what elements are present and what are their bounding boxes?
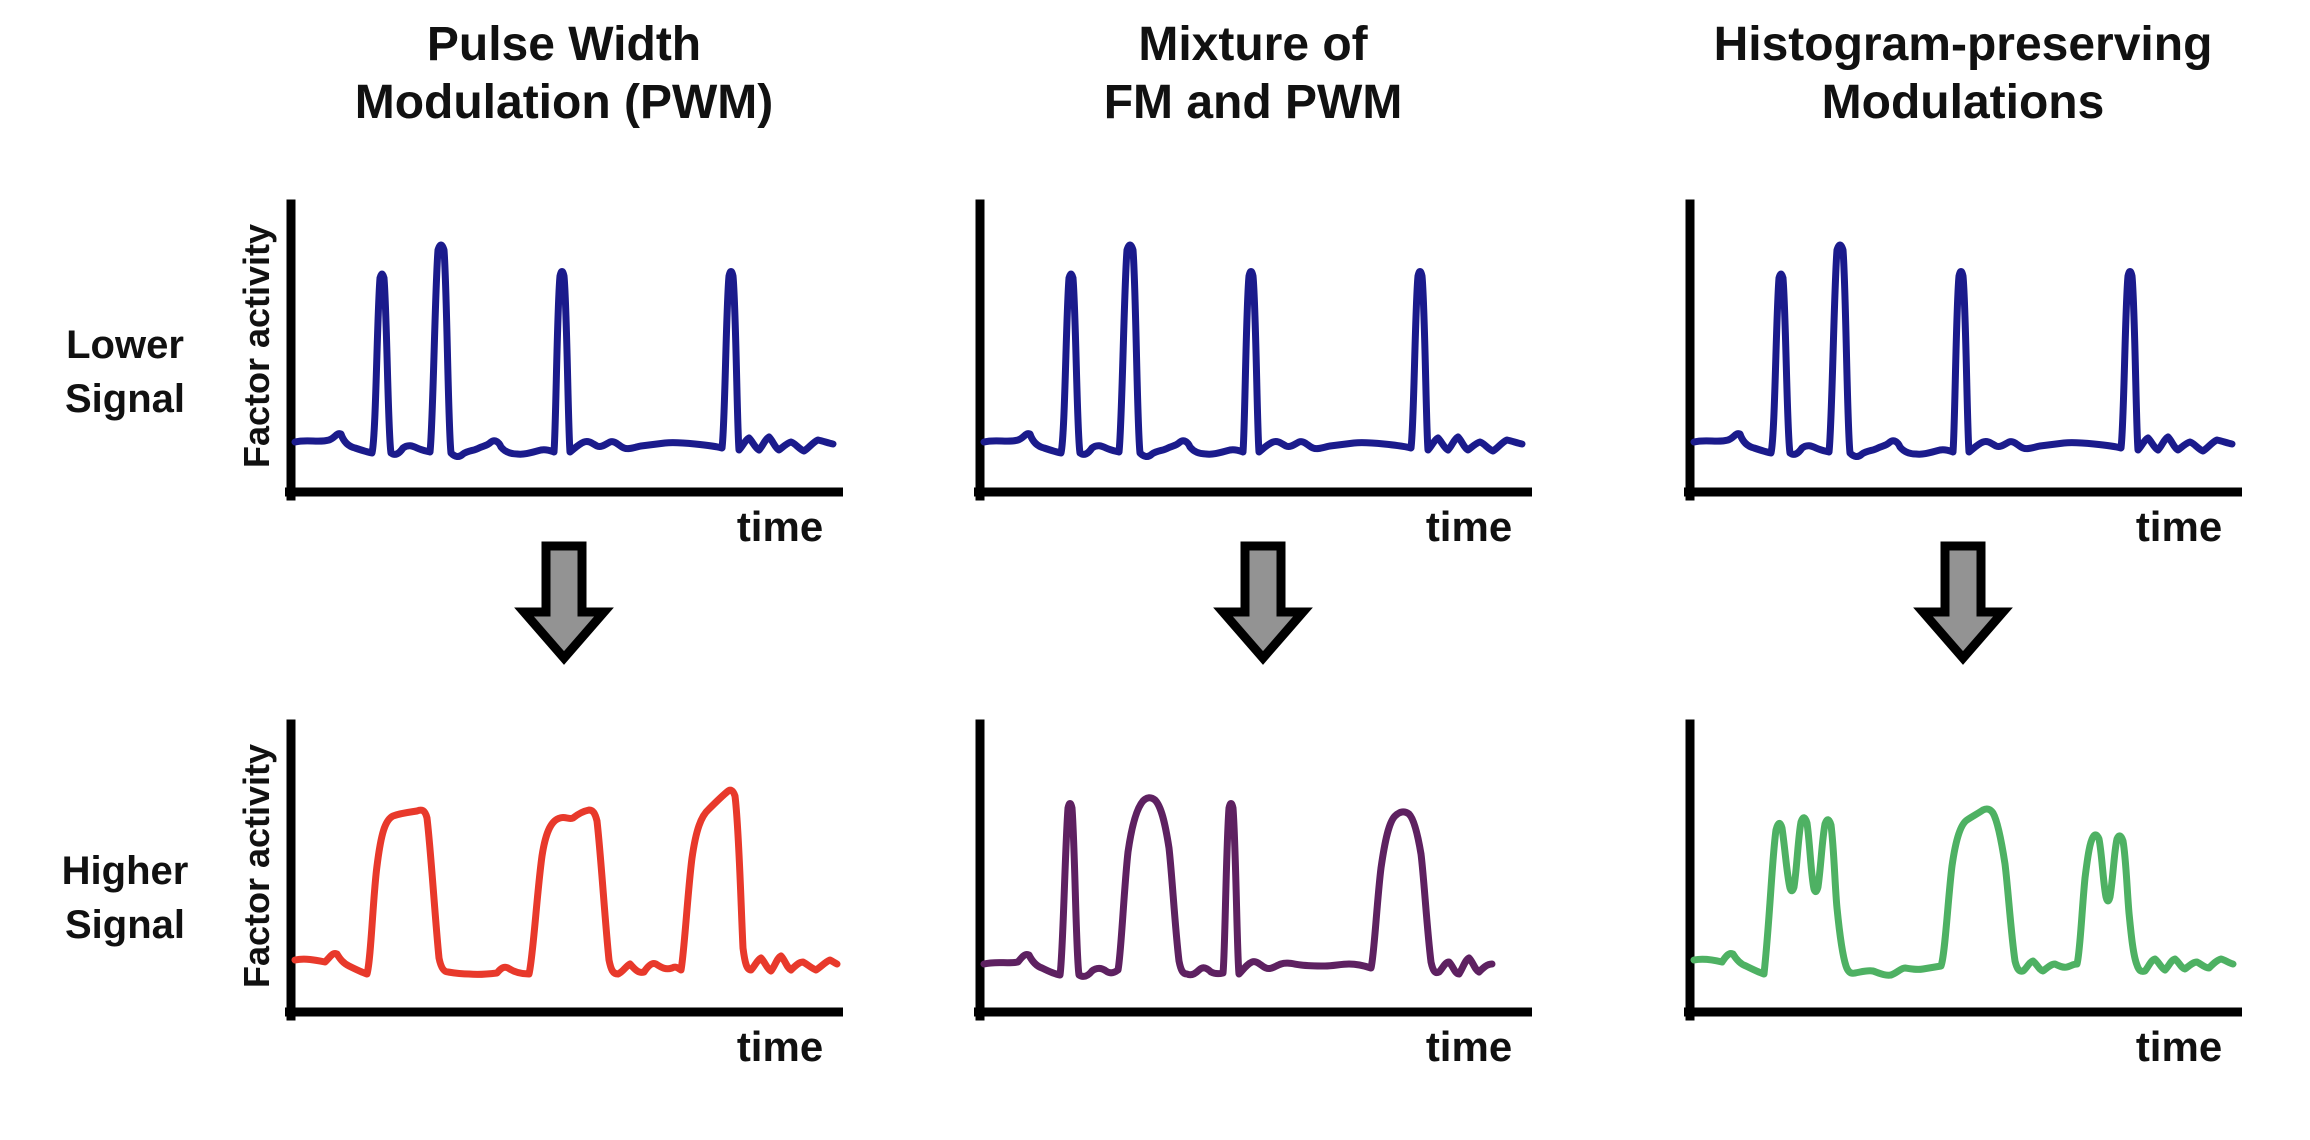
column-title-pwm-line1: Pulse Width xyxy=(426,18,702,71)
row-label-lower-line2: Signal xyxy=(64,377,186,421)
column-title-pwm-line2: Modulation (PWM) xyxy=(354,76,774,129)
row-label-higher-line2: Signal xyxy=(64,903,186,947)
column-title-hist-line1: Histogram-preserving xyxy=(1713,18,2213,71)
plot-lower-fm-pwm xyxy=(974,199,1532,501)
time-label-lower-pwm: time xyxy=(736,503,824,550)
column-title-fm-pwm-line1: Mixture of xyxy=(1138,18,1368,71)
plot-lower-pwm xyxy=(285,199,843,501)
down-arrow-shape xyxy=(514,541,614,665)
signal-path-higher-pwm xyxy=(291,786,841,978)
row-label-lower-line1: Lower xyxy=(66,323,184,367)
column-title-fm-pwm: Mixture of FM and PWM xyxy=(903,16,1603,132)
time-label-higher-pwm: time xyxy=(736,1023,824,1070)
column-title-hist: Histogram-preserving Modulations xyxy=(1613,16,2310,132)
signal-path-lower-fm-pwm xyxy=(980,241,1526,460)
plot-higher-pwm xyxy=(285,719,843,1021)
down-arrow-shape xyxy=(1913,541,2013,665)
column-title-hist-line2: Modulations xyxy=(1821,76,2105,129)
down-arrow-icon-fm-pwm xyxy=(1213,541,1313,665)
row-label-higher-signal: Higher Signal xyxy=(10,844,240,952)
plot-higher-fm-pwm xyxy=(974,719,1532,1021)
signal-path-lower-pwm xyxy=(291,241,837,460)
down-arrow-icon-hist xyxy=(1913,541,2013,665)
column-title-fm-pwm-line2: FM and PWM xyxy=(1103,76,1403,129)
down-arrow-shape xyxy=(1213,541,1313,665)
signal-path-higher-fm-pwm xyxy=(980,794,1496,980)
column-title-pwm: Pulse Width Modulation (PWM) xyxy=(214,16,914,132)
time-label-lower-hist: time xyxy=(2135,503,2223,550)
plot-higher-hist xyxy=(1684,719,2242,1021)
signal-path-lower-hist xyxy=(1690,241,2236,460)
time-label-higher-fm-pwm: time xyxy=(1425,1023,1513,1070)
signal-path-higher-hist xyxy=(1690,805,2237,979)
time-label-lower-fm-pwm: time xyxy=(1425,503,1513,550)
row-label-lower-signal: Lower Signal xyxy=(10,318,240,426)
down-arrow-icon-pwm xyxy=(514,541,614,665)
plot-lower-hist xyxy=(1684,199,2242,501)
y-axis-label-higher: Factor activity xyxy=(236,743,277,989)
row-label-higher-line1: Higher xyxy=(61,849,189,893)
time-label-higher-hist: time xyxy=(2135,1023,2223,1070)
y-axis-label-lower: Factor activity xyxy=(236,223,277,469)
